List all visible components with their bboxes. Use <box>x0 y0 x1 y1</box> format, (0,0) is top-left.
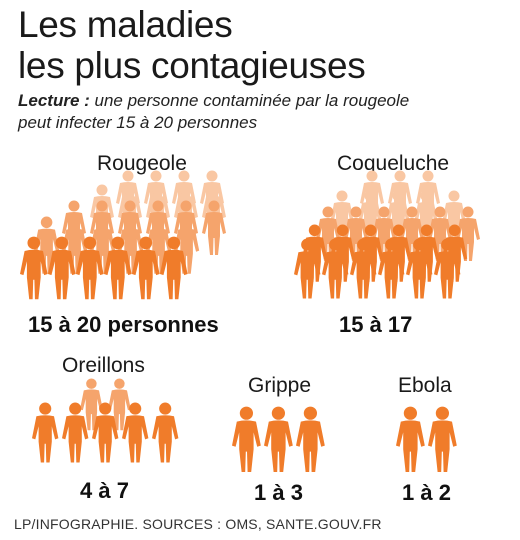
infographic-title: Les maladies les plus contagieuses <box>18 4 366 86</box>
crowd-ebola <box>396 406 457 472</box>
person-icon <box>400 206 424 261</box>
crowd-oreillons <box>32 378 179 463</box>
person-icon <box>62 402 89 463</box>
person-icon <box>372 206 396 261</box>
person-icon <box>20 236 48 300</box>
person-icon <box>294 238 321 299</box>
person-icon <box>406 238 433 299</box>
person-icon <box>34 216 60 274</box>
title-line-1: Les maladies <box>18 4 233 45</box>
disease-value-oreillons: 4 à 7 <box>80 478 129 503</box>
reading-note-prefix: Lecture : <box>18 91 90 110</box>
person-icon <box>316 206 340 261</box>
disease-value-rougeole: 15 à 20 personnes <box>28 312 219 337</box>
person-icon <box>442 190 466 245</box>
reading-note: Lecture : une personne contaminée par la… <box>18 90 498 134</box>
reading-note-line-2: peut infecter 15 à 20 personnes <box>18 113 258 132</box>
title-line-2: les plus contagieuses <box>18 45 366 86</box>
person-icon <box>344 206 368 261</box>
disease-name-rougeole: Rougeole <box>97 152 187 175</box>
source-footer: LP/INFOGRAPHIE. SOURCES : OMS, SANTE.GOU… <box>14 516 382 532</box>
disease-name-grippe: Grippe <box>248 374 312 397</box>
person-icon <box>152 402 179 463</box>
crowd-coqueluche <box>294 170 480 299</box>
person-icon <box>386 190 410 245</box>
person-icon <box>232 406 261 472</box>
person-icon <box>76 236 104 300</box>
disease-name-ebola: Ebola <box>398 374 452 397</box>
person-icon <box>322 238 349 299</box>
crowd-grippe <box>232 406 325 472</box>
person-icon <box>62 216 88 274</box>
person-icon <box>456 206 480 261</box>
person-icon <box>146 216 172 274</box>
disease-value-coqueluche: 15 à 17 <box>339 312 413 337</box>
person-icon <box>396 406 425 472</box>
person-icon <box>358 190 382 245</box>
person-icon <box>350 238 377 299</box>
disease-name-coqueluche: Coqueluche <box>337 152 450 175</box>
person-icon <box>122 402 149 463</box>
person-icon <box>428 406 457 472</box>
person-icon <box>264 406 293 472</box>
person-icon <box>118 216 144 274</box>
crowd-rougeole <box>20 170 226 300</box>
person-icon <box>202 200 226 255</box>
reading-note-line-1: une personne contaminée par la rougeole <box>89 91 410 110</box>
person-icon <box>32 402 59 463</box>
person-icon <box>330 190 354 245</box>
disease-value-ebola: 1 à 2 <box>402 480 451 505</box>
person-icon <box>428 206 452 261</box>
person-icon <box>90 216 116 274</box>
person-icon <box>378 238 405 299</box>
person-icon <box>48 236 76 300</box>
person-icon <box>296 406 325 472</box>
disease-value-grippe: 1 à 3 <box>254 480 303 505</box>
person-icon <box>104 236 132 300</box>
disease-name-oreillons: Oreillons <box>62 354 145 377</box>
person-icon <box>434 238 461 299</box>
person-icon <box>174 216 200 274</box>
person-icon <box>414 190 438 245</box>
